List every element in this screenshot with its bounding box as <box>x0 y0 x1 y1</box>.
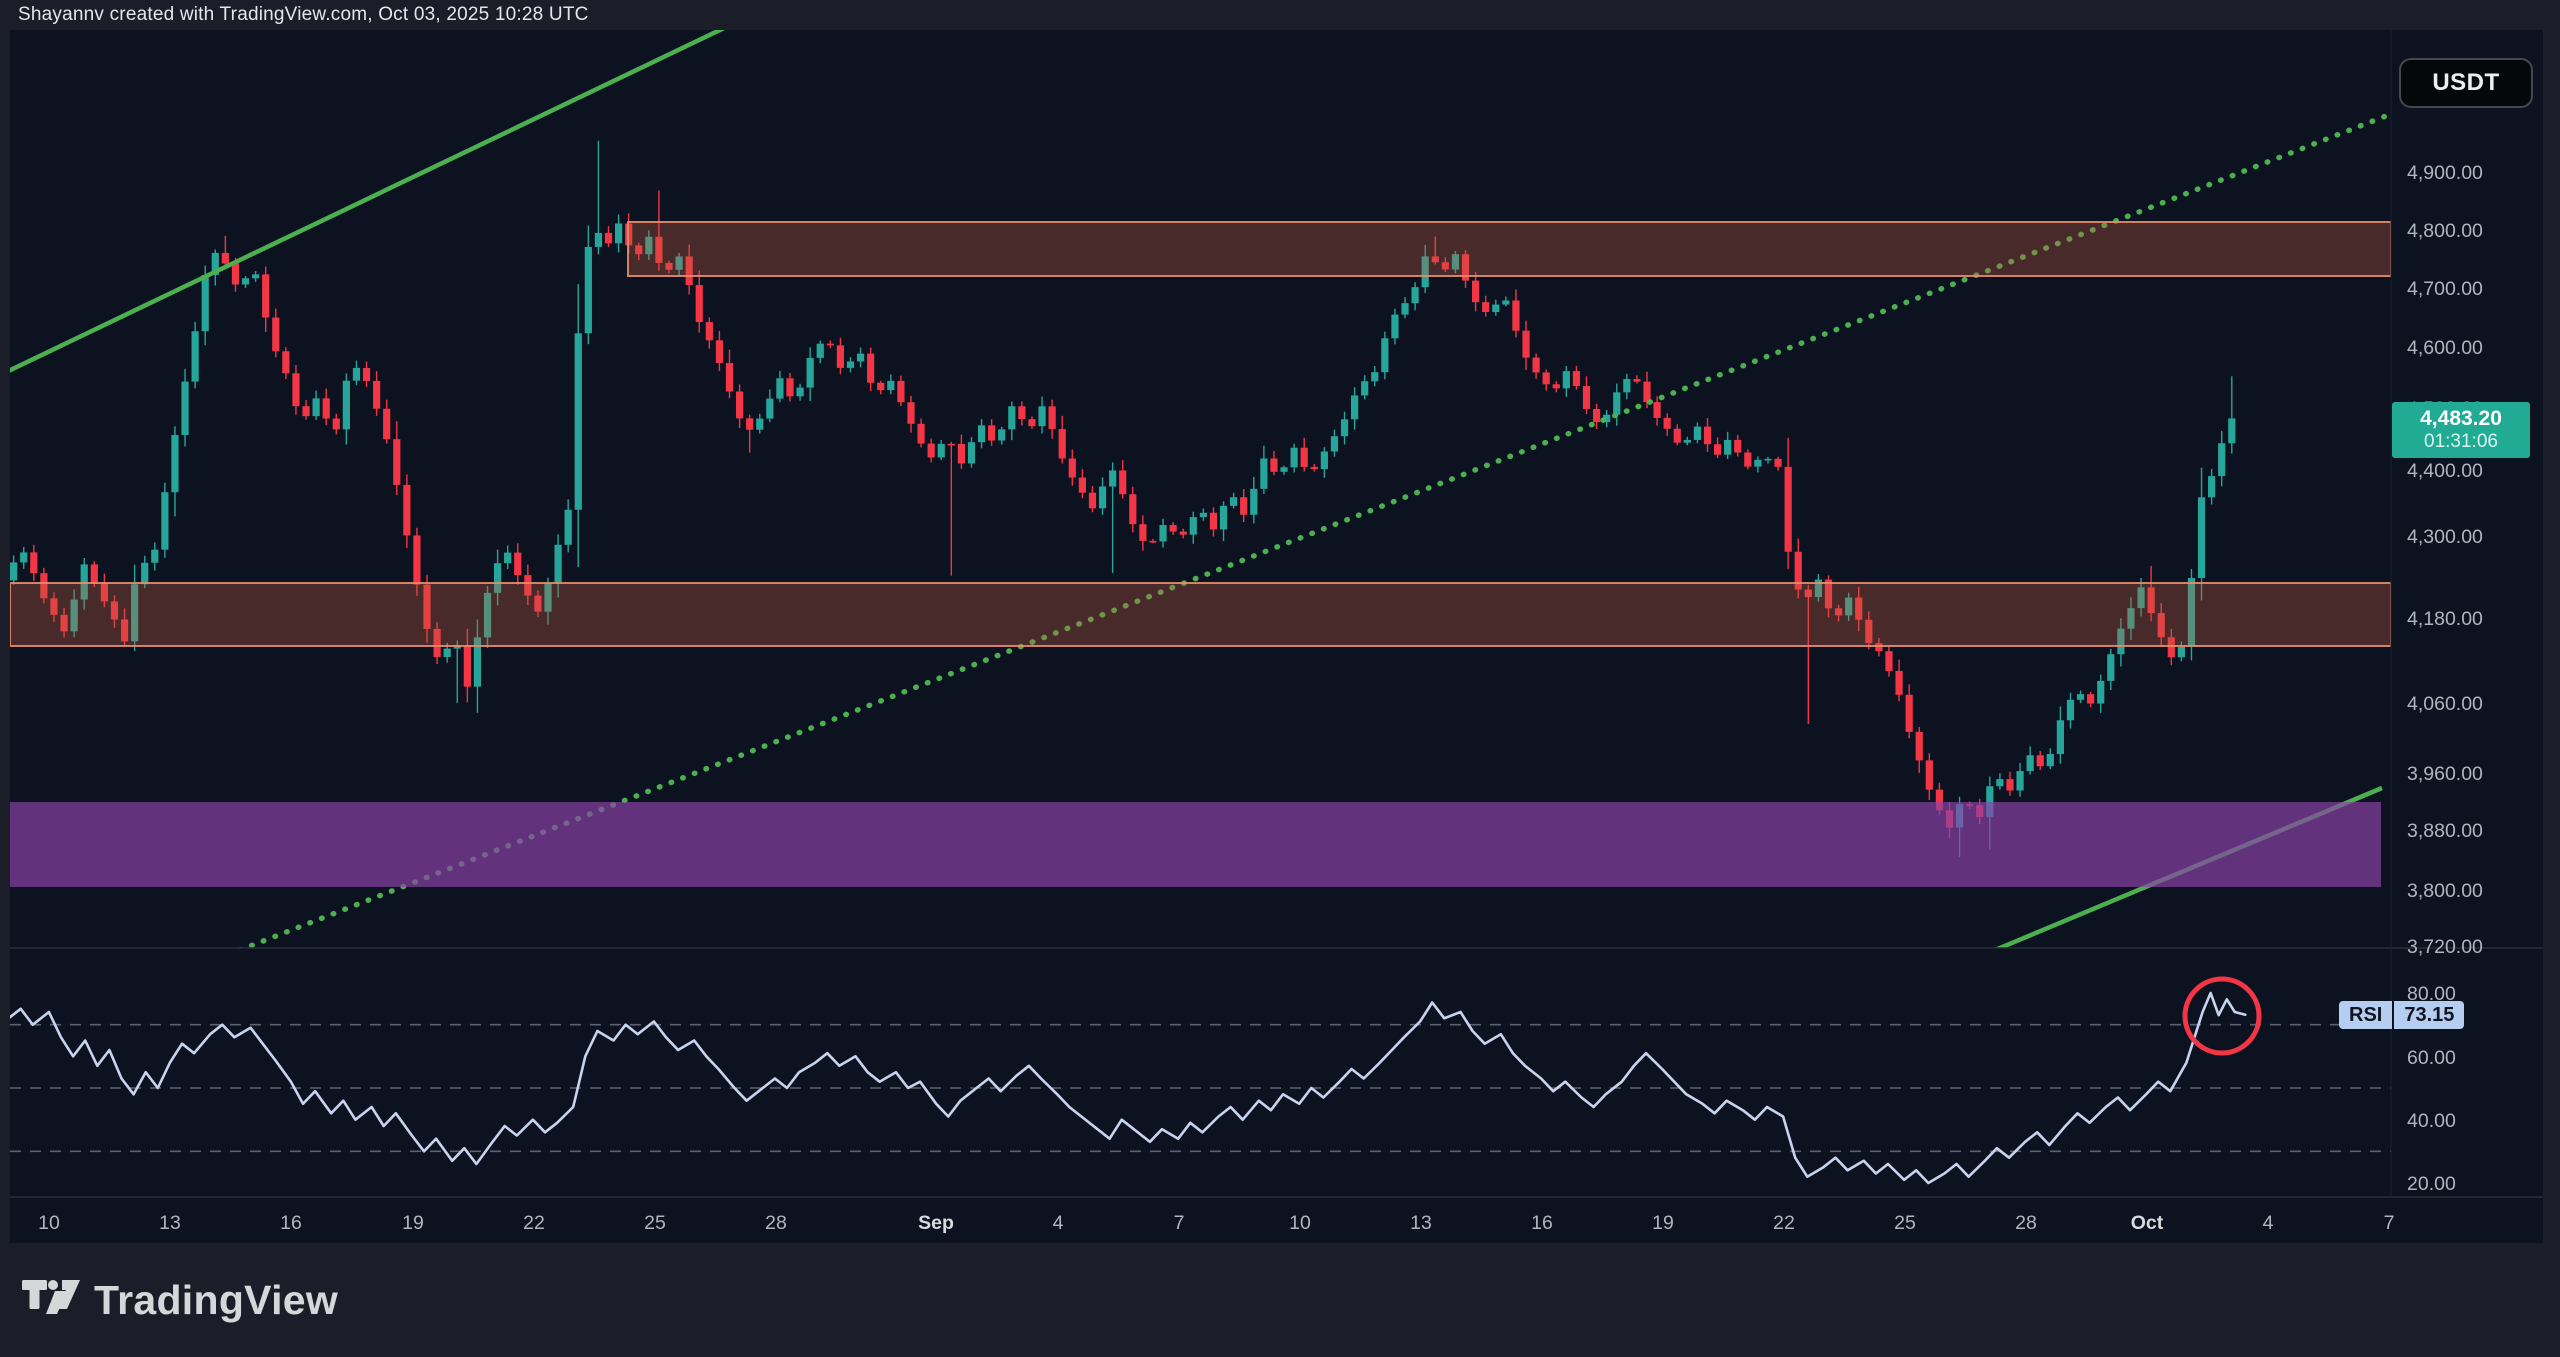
last-price-badge: 4,483.20 01:31:06 <box>2392 402 2530 458</box>
price-axis-label: 3,960.00 <box>2407 763 2483 785</box>
support-resistance-zone-mid <box>10 582 2391 647</box>
price-axis-label: 4,700.00 <box>2407 278 2483 300</box>
time-axis-label: Sep <box>918 1212 954 1234</box>
time-axis-label: 4 <box>2263 1212 2274 1234</box>
red-circle-rsi-peak <box>2182 976 2262 1056</box>
bar-countdown-timer: 01:31:06 <box>2424 431 2498 453</box>
rsi-line <box>10 991 2247 1185</box>
price-axis-label: 3,800.00 <box>2407 880 2483 902</box>
time-axis-label: 22 <box>1773 1212 1795 1234</box>
time-axis-label: 7 <box>1174 1212 1185 1234</box>
tradingview-logo-icon <box>22 1280 80 1314</box>
chart-container[interactable]: 4,900.004,800.004,700.004,600.004,500.00… <box>10 30 2543 1243</box>
time-axis[interactable]: 10 13 16 19 22 25 28 Sep 4 7 10 13 16 19 22 25 28 Oct 4 7 <box>38 1212 2394 1234</box>
price-axis-label: 4,400.00 <box>2407 460 2483 482</box>
rsi-pane <box>10 991 2391 1185</box>
attribution-bar: Shayannv created with TradingView.com, O… <box>0 0 2560 30</box>
rsi-axis-label: 20.00 <box>2407 1173 2456 1195</box>
time-axis-label: 25 <box>644 1212 666 1234</box>
rsi-axis-label: 60.00 <box>2407 1047 2456 1069</box>
attribution-text: Shayannv created with TradingView.com, O… <box>18 4 589 25</box>
price-pane <box>10 30 2391 948</box>
footer-bar: TradingView <box>0 1243 2560 1357</box>
time-axis-label: 22 <box>523 1212 545 1234</box>
rsi-chip-label: RSI <box>2339 1001 2393 1029</box>
price-axis-label: 3,880.00 <box>2407 820 2483 842</box>
price-axis-label: 3,720.00 <box>2407 936 2483 958</box>
symbol-currency-badge[interactable]: USDT <box>2399 58 2533 108</box>
time-axis-label: 10 <box>1289 1212 1311 1234</box>
time-axis-label: 7 <box>2384 1212 2395 1234</box>
price-axis[interactable]: 4,900.004,800.004,700.004,600.004,500.00… <box>2407 162 2483 1195</box>
rsi-axis-label: 40.00 <box>2407 1110 2456 1132</box>
price-axis-label: 4,900.00 <box>2407 162 2483 184</box>
time-axis-label: 13 <box>1410 1212 1432 1234</box>
rsi-chip-divider <box>2392 1001 2395 1029</box>
price-axis-label: 4,600.00 <box>2407 337 2483 359</box>
time-axis-label: 4 <box>1053 1212 1064 1234</box>
rsi-chip-value: 73.15 <box>2394 1001 2465 1029</box>
ascending-trendline-upper-left <box>10 30 726 373</box>
rsi-value-chip: RSI 73.15 <box>2339 1001 2465 1029</box>
price-axis-label: 4,060.00 <box>2407 693 2483 715</box>
symbol-currency-label: USDT <box>2432 69 2500 96</box>
last-price-value: 4,483.20 <box>2420 407 2502 430</box>
time-axis-label: 25 <box>1894 1212 1916 1234</box>
candlestick-series <box>10 140 2236 857</box>
time-axis-label: 16 <box>280 1212 302 1234</box>
price-axis-label: 4,300.00 <box>2407 526 2483 548</box>
time-axis-label: 16 <box>1531 1212 1553 1234</box>
price-axis-label: 4,800.00 <box>2407 220 2483 242</box>
time-axis-label: 28 <box>2015 1212 2037 1234</box>
time-axis-label: 19 <box>1652 1212 1674 1234</box>
chart-canvas[interactable]: 4,900.004,800.004,700.004,600.004,500.00… <box>10 30 2543 1243</box>
time-axis-label: 19 <box>402 1212 424 1234</box>
rsi-axis-label: 80.00 <box>2407 983 2456 1005</box>
price-axis-label: 4,180.00 <box>2407 608 2483 630</box>
time-axis-label: 10 <box>38 1212 60 1234</box>
resistance-zone-upper <box>627 221 2391 277</box>
support-zone-purple <box>10 802 2381 887</box>
tradingview-logo[interactable]: TradingView <box>22 1277 338 1324</box>
time-axis-label: 28 <box>765 1212 787 1234</box>
time-axis-label: Oct <box>2131 1212 2164 1234</box>
tradingview-logo-text: TradingView <box>94 1276 339 1323</box>
ascending-trendline-dotted <box>238 111 2391 948</box>
time-axis-label: 13 <box>159 1212 181 1234</box>
